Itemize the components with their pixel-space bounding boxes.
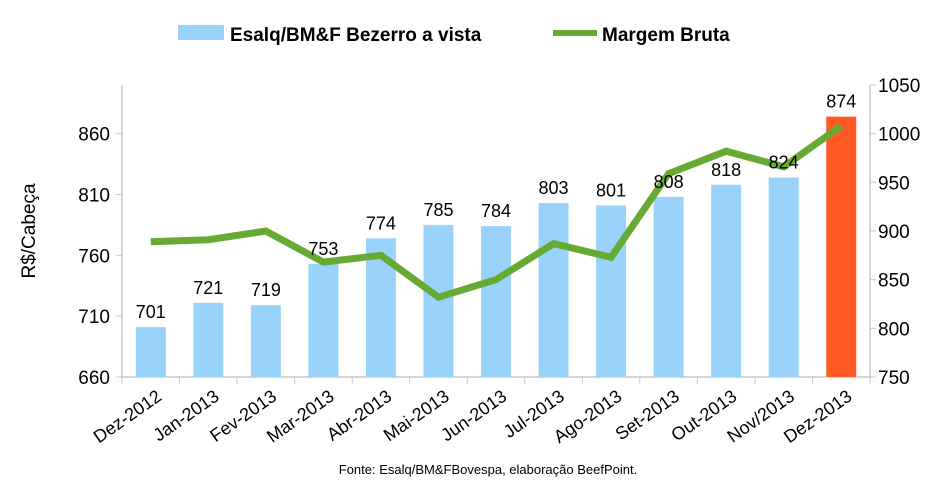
bar-data-label: 785 bbox=[423, 200, 453, 220]
right-tick-label: 900 bbox=[878, 222, 910, 243]
bar-data-label: 803 bbox=[539, 178, 569, 198]
bar bbox=[826, 116, 857, 377]
bar-data-label: 774 bbox=[366, 213, 396, 233]
bar bbox=[538, 203, 569, 377]
bar bbox=[711, 184, 742, 377]
legend-bar-swatch bbox=[178, 25, 224, 40]
bar bbox=[653, 196, 684, 377]
bar-data-label: 808 bbox=[654, 172, 684, 192]
x-tick-label: Jun-2013 bbox=[437, 386, 510, 445]
margem-bruta-line bbox=[150, 123, 844, 302]
bar-data-label: 824 bbox=[769, 152, 799, 172]
left-tick-label: 860 bbox=[78, 125, 110, 146]
left-tick-label: 710 bbox=[78, 307, 110, 328]
bar bbox=[135, 327, 166, 377]
left-tick-label: 810 bbox=[78, 186, 110, 207]
right-tick-label: 800 bbox=[878, 319, 910, 340]
right-tick-label: 1000 bbox=[878, 125, 920, 146]
bar-data-label: 701 bbox=[136, 302, 166, 322]
bar bbox=[596, 205, 627, 377]
right-tick-label: 1050 bbox=[878, 76, 920, 97]
bar-data-label: 874 bbox=[826, 92, 856, 112]
bar-data-label: 818 bbox=[711, 160, 741, 180]
bar bbox=[308, 263, 339, 377]
bar-data-label: 719 bbox=[251, 280, 281, 300]
left-tick-label: 760 bbox=[78, 246, 110, 267]
legend-bar-label: Esalq/BM&F Bezerro a vista bbox=[230, 25, 482, 46]
right-tick-label: 850 bbox=[878, 271, 910, 292]
bar-data-label: 721 bbox=[193, 278, 223, 298]
right-tick-label: 750 bbox=[878, 368, 910, 389]
bar bbox=[481, 226, 511, 377]
x-tick-label: Dez-2012 bbox=[90, 386, 165, 447]
bar bbox=[250, 305, 281, 377]
y-axis-label: R$/Cabeça bbox=[19, 183, 40, 278]
source-note: Fonte: Esalq/BM&FBovespa, elaboração Bee… bbox=[339, 462, 637, 477]
bar-data-label: 801 bbox=[596, 180, 626, 200]
bar bbox=[768, 177, 799, 377]
bar-data-label: 784 bbox=[481, 201, 511, 221]
bar-data-label: 753 bbox=[308, 239, 338, 259]
legend-line-label: Margem Bruta bbox=[602, 25, 730, 46]
right-tick-label: 950 bbox=[878, 173, 910, 194]
bar bbox=[193, 302, 224, 377]
left-tick-label: 660 bbox=[78, 368, 110, 389]
bar bbox=[423, 224, 454, 377]
